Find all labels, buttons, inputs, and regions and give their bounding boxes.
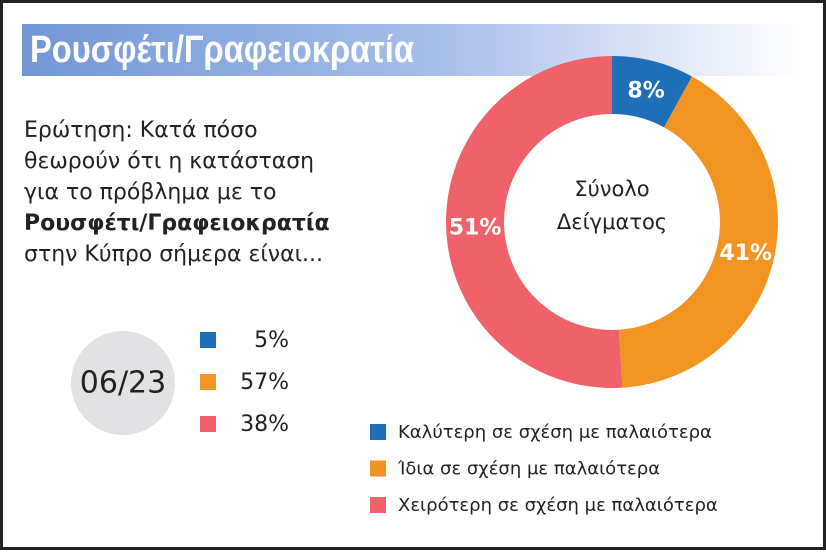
comparison-badge [71, 331, 175, 435]
donut-segment [612, 56, 692, 128]
legend-label: Καλύτερη σε σχέση με παλαιότερα [398, 422, 712, 443]
comparison-label: 06/23 [80, 366, 166, 401]
value-label: 51% [449, 215, 502, 240]
comparison-swatch [200, 332, 216, 348]
question-line: Ερώτηση: Κατά πόσο [24, 118, 258, 143]
question-line: θεωρούν ότι η κατάσταση [24, 149, 314, 174]
legend-swatch [370, 460, 386, 477]
comparison-value: 57% [240, 370, 289, 395]
comparison-swatch [200, 374, 216, 390]
value-label: 8% [627, 78, 664, 103]
legend-label: Χειρότερη σε σχέση με παλαιότερα [398, 495, 718, 516]
value-label: 41% [719, 241, 772, 266]
comparison-swatch [200, 416, 216, 432]
chart-title: Ρουσφέτι/Γραφειοκρατία [30, 28, 414, 71]
legend-label: Ίδια σε σχέση με παλαιότερα [397, 459, 660, 480]
comparison-value: 5% [254, 328, 289, 353]
donut-segment [445, 56, 623, 389]
legend-swatch [370, 497, 386, 513]
center-label: Σύνολο [574, 177, 649, 201]
question: Ερώτηση: Κατά πόσο θεωρούν ότι η κατάστα… [24, 118, 330, 267]
question-line: στην Κύπρο σήμερα είναι... [24, 242, 323, 267]
question-line: για το πρόβλημα με το [24, 180, 276, 205]
comparison-value: 38% [240, 412, 289, 437]
center-label: Δείγματος [557, 210, 667, 234]
donut-segment [618, 76, 778, 388]
legend-swatch [370, 424, 386, 440]
question-line: Ρουσφέτι/Γραφειοκρατία [24, 211, 330, 236]
